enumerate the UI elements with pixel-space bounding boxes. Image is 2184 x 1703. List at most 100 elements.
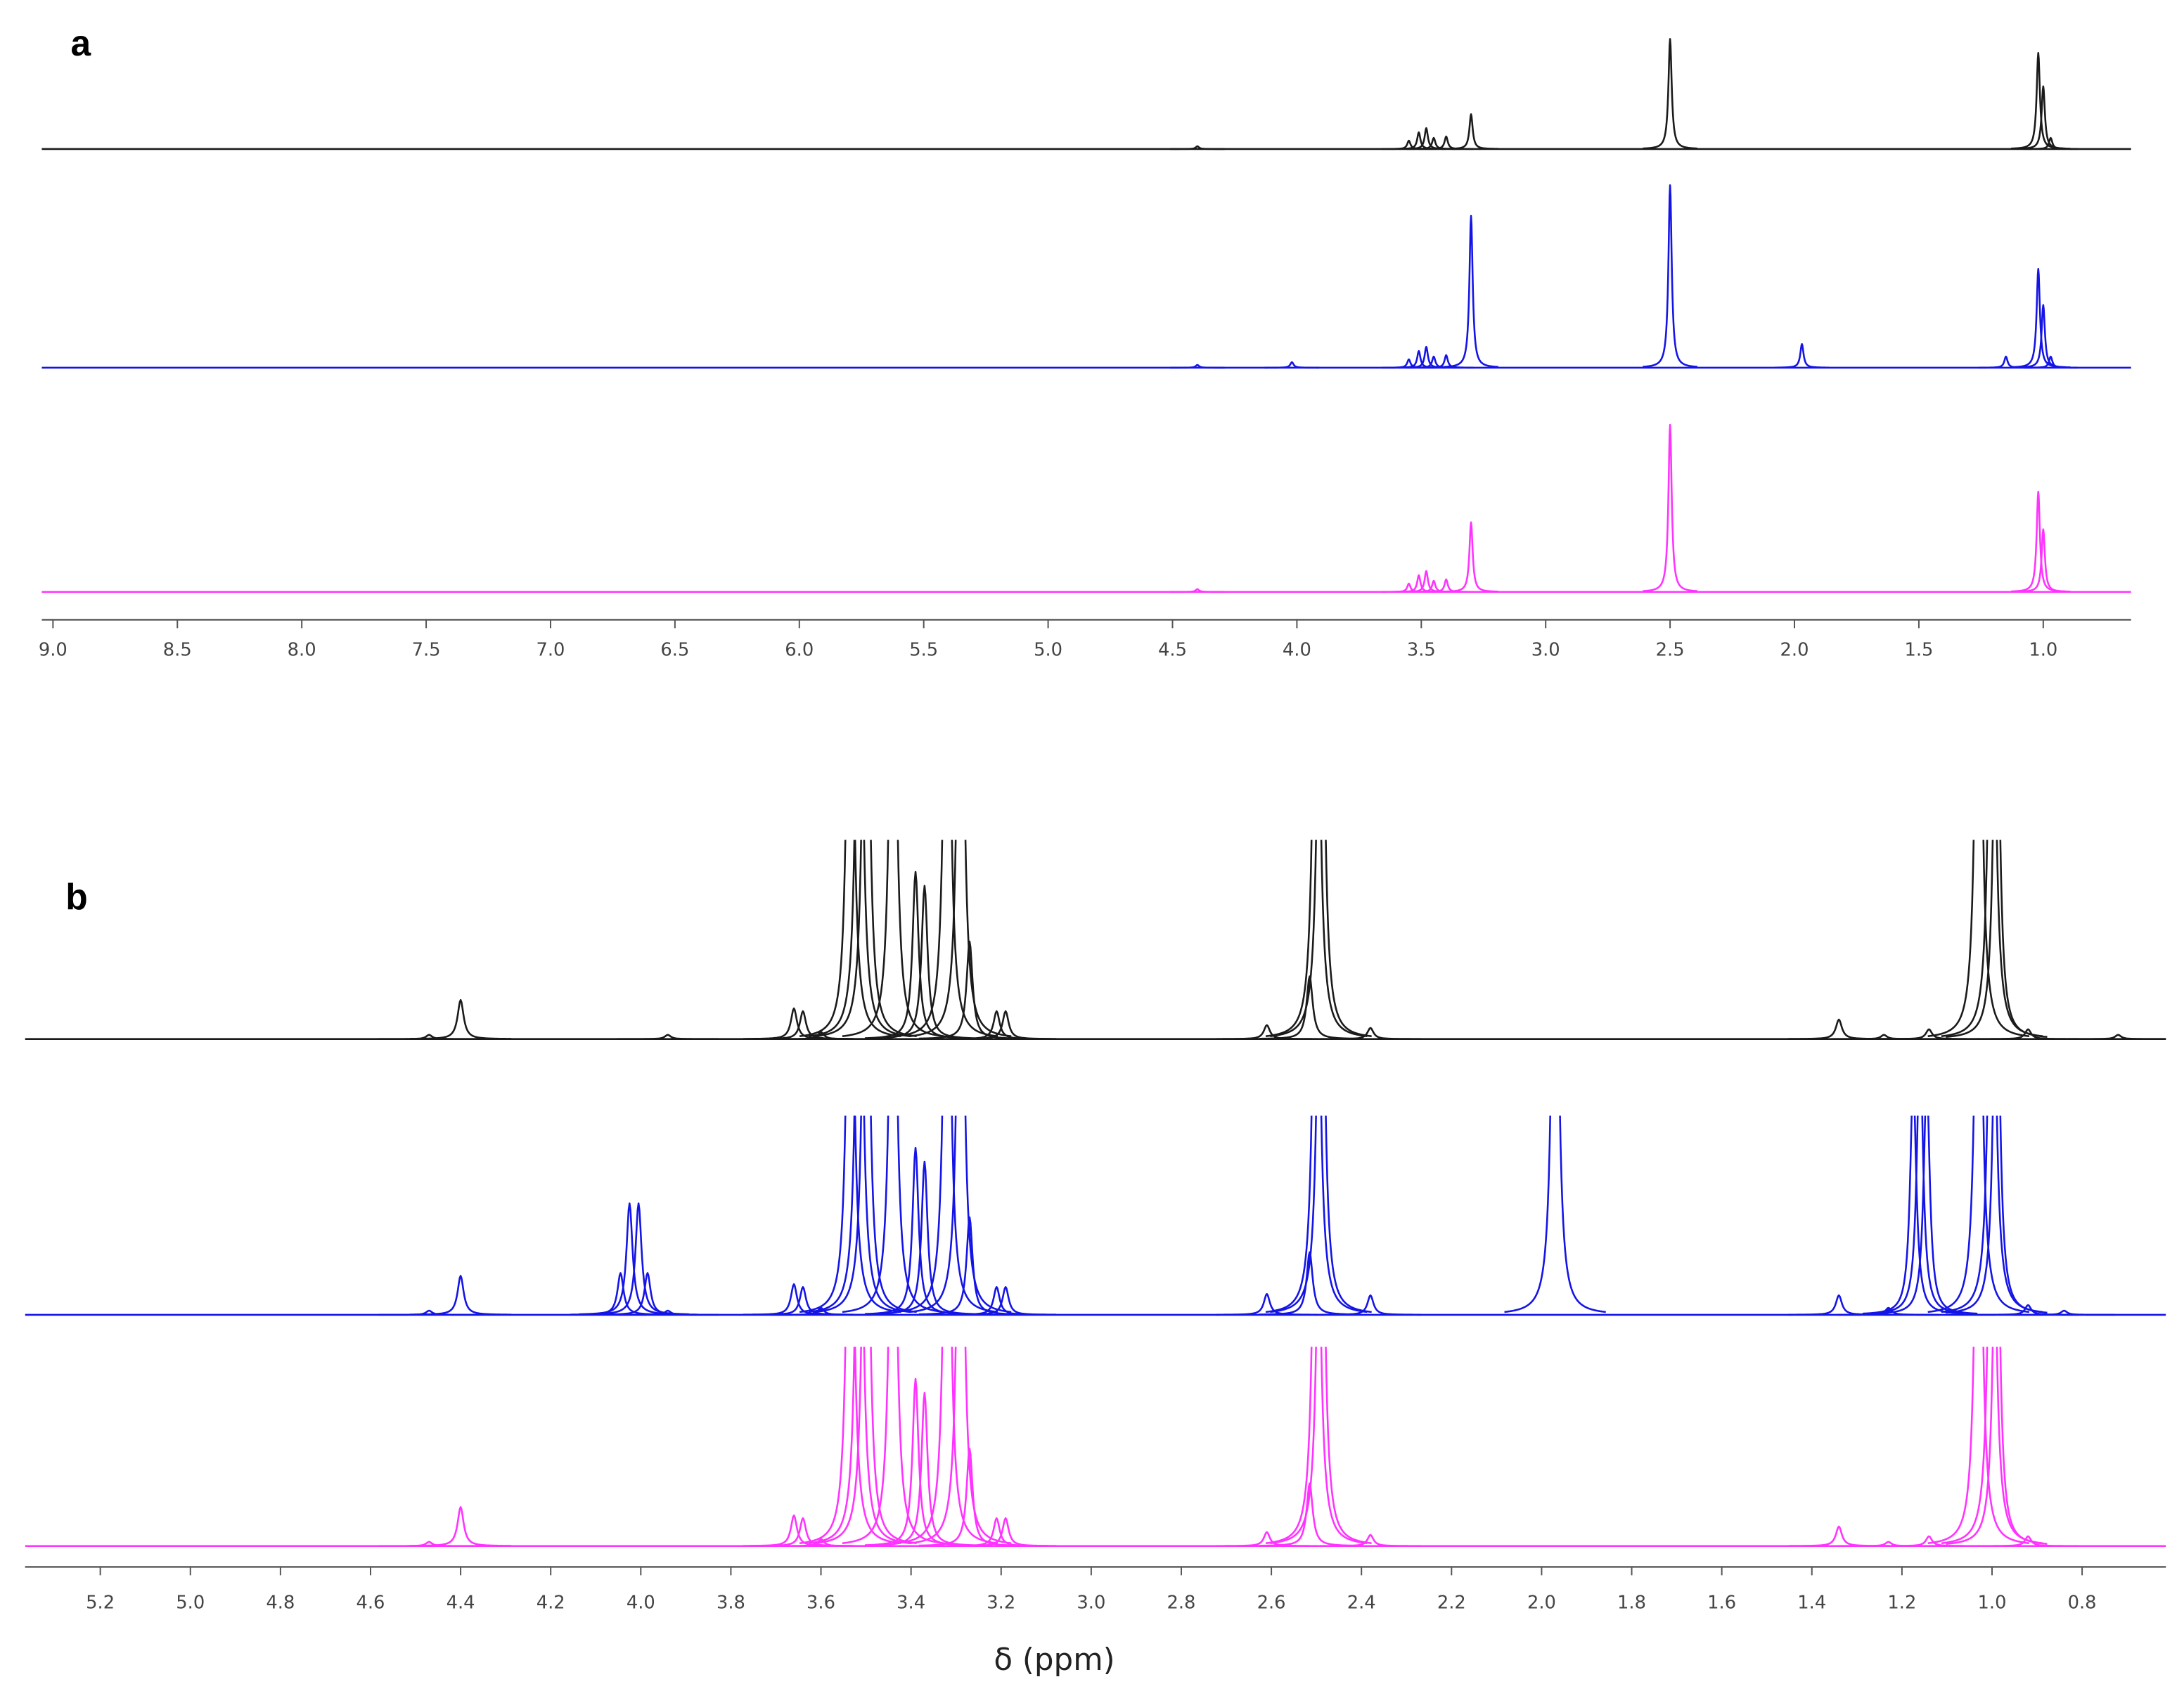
spectrum-row	[41, 38, 2131, 150]
peak	[918, 1216, 1021, 1316]
x-tick-label: 3.8	[717, 1592, 745, 1613]
x-tick-label: 1.2	[1887, 1592, 1916, 1613]
x-tick-label: 4.4	[447, 1592, 475, 1613]
peak	[1977, 1028, 2079, 1040]
peak	[909, 1115, 1012, 1313]
x-tick-label: 4.0	[627, 1592, 655, 1613]
spectrum-row	[25, 1115, 2166, 1316]
peak	[1878, 1535, 1980, 1547]
peak	[2010, 51, 2067, 150]
x-tick-label: 5.5	[909, 640, 938, 661]
peak	[770, 1306, 872, 1316]
peak	[1927, 840, 2030, 1037]
peak	[1977, 1535, 2079, 1547]
peak	[1642, 38, 1698, 150]
x-tick-label: 5.0	[176, 1592, 205, 1613]
peak	[617, 1034, 719, 1040]
peak	[1406, 355, 1462, 369]
peak	[1216, 1531, 1318, 1547]
peak	[1788, 1525, 1890, 1547]
x-tick-label: 8.5	[163, 640, 192, 661]
x-tick-label: 3.0	[1077, 1592, 1105, 1613]
peak	[1642, 184, 1698, 368]
peak	[918, 940, 1021, 1040]
peak	[1265, 840, 1368, 1037]
peak	[1869, 1115, 1971, 1315]
peak	[896, 840, 998, 1037]
peak	[815, 840, 917, 1037]
x-tick-label: 8.0	[288, 640, 316, 661]
peak	[1169, 588, 1226, 593]
x-tick-label: 4.6	[356, 1592, 385, 1613]
peak	[873, 1160, 976, 1316]
peak	[1319, 1294, 1422, 1316]
peak	[1927, 1347, 2030, 1545]
peak	[2023, 355, 2079, 369]
spectrum-row	[25, 1347, 2166, 1548]
x-tick-label: 2.0	[1527, 1592, 1556, 1613]
x-axis-label: δ (ppm)	[994, 1643, 1115, 1678]
peak	[955, 1010, 1057, 1040]
peak	[1788, 1018, 1890, 1040]
peak	[617, 1309, 719, 1316]
peak	[896, 1115, 998, 1313]
x-tick-label: 9.0	[39, 640, 68, 661]
x-tick-label: 2.8	[1167, 1592, 1196, 1613]
peak	[2010, 268, 2067, 368]
peak	[1774, 342, 1830, 369]
peak	[873, 885, 976, 1039]
peak	[378, 1309, 480, 1316]
peak	[1946, 1347, 2048, 1545]
x-tick-label: 2.4	[1347, 1592, 1376, 1613]
peak	[1270, 840, 1372, 1037]
x-tick-label: 2.0	[1780, 640, 1809, 661]
peak	[1788, 1294, 1890, 1316]
peak	[2067, 1034, 2166, 1040]
x-tick-label: 7.0	[536, 640, 565, 661]
peak	[808, 1115, 911, 1313]
peak	[1443, 113, 1499, 150]
peak	[815, 1347, 917, 1545]
peak	[896, 1347, 998, 1545]
x-tick-label: 4.2	[537, 1592, 565, 1613]
peak	[1418, 354, 1475, 369]
peak	[1875, 1115, 1978, 1315]
peak	[2023, 136, 2079, 150]
peak	[799, 840, 901, 1037]
x-tick-label: 7.5	[412, 640, 441, 661]
peak	[1216, 1024, 1318, 1040]
peak	[1504, 1115, 1606, 1313]
x-tick-label: 3.2	[987, 1592, 1015, 1613]
peak	[1270, 1347, 1372, 1545]
peak	[1927, 1115, 2030, 1313]
peak	[378, 1034, 480, 1040]
peak	[1941, 1347, 2043, 1545]
x-tick-label: 1.0	[1978, 1592, 2007, 1613]
peak	[955, 1517, 1057, 1547]
x-tick-label: 2.6	[1257, 1592, 1286, 1613]
peak	[808, 1347, 911, 1545]
peak	[1418, 578, 1475, 593]
peak	[873, 1392, 976, 1546]
peak	[1319, 1534, 1422, 1547]
peak	[1169, 145, 1226, 150]
spectrum-row	[41, 423, 2131, 593]
peak	[1443, 521, 1499, 593]
peak	[864, 870, 967, 1039]
peak	[2013, 1309, 2115, 1316]
peak	[409, 1506, 512, 1547]
peak	[1265, 1115, 1368, 1313]
x-tick-label: 1.5	[1904, 640, 1933, 661]
peak	[799, 1347, 901, 1545]
peak	[1878, 1028, 1980, 1040]
peak	[1319, 1027, 1422, 1040]
peak	[1977, 1304, 2079, 1316]
x-tick-label: 1.6	[1707, 1592, 1736, 1613]
peak	[909, 1347, 1012, 1545]
peak	[2015, 528, 2071, 593]
peak	[815, 1115, 917, 1313]
x-tick-label: 3.5	[1407, 640, 1436, 661]
peak	[1941, 840, 2043, 1037]
x-tick-label: 3.6	[807, 1592, 835, 1613]
peak	[1264, 361, 1320, 369]
